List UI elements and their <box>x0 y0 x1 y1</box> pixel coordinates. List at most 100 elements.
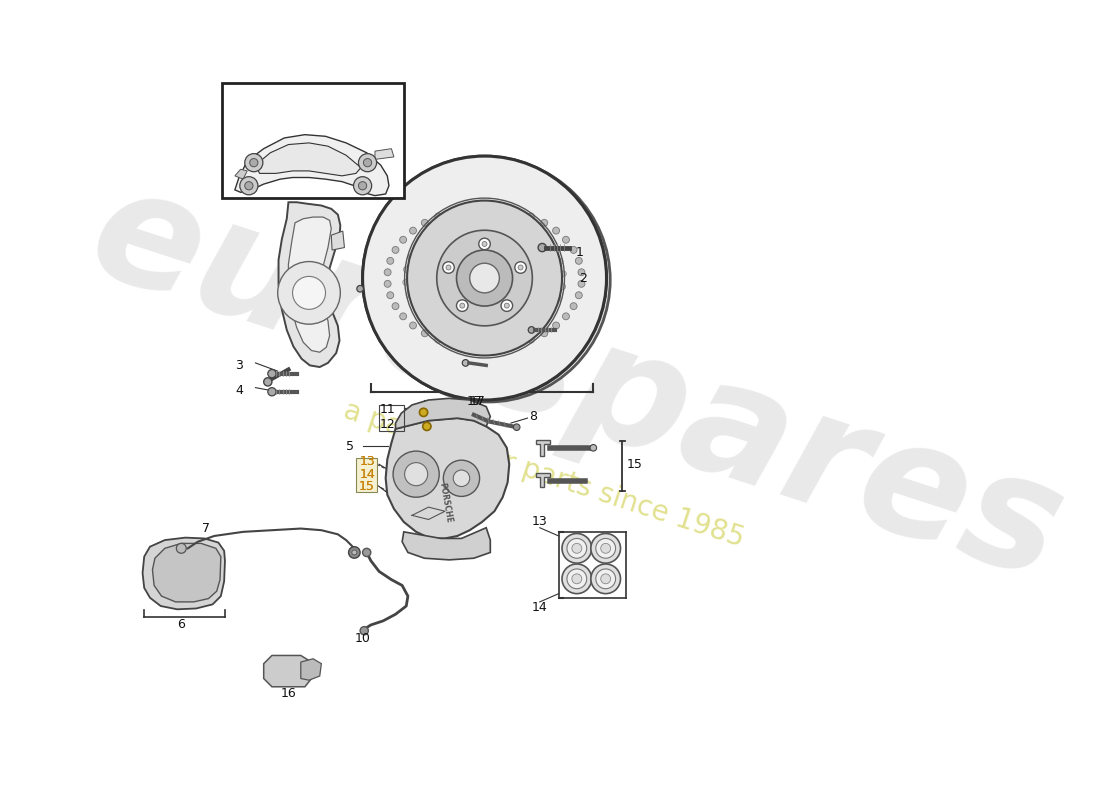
Circle shape <box>359 154 376 172</box>
Circle shape <box>502 300 513 311</box>
Circle shape <box>462 360 469 366</box>
Circle shape <box>424 314 429 320</box>
Circle shape <box>353 177 372 195</box>
Polygon shape <box>403 528 491 560</box>
Circle shape <box>267 370 276 378</box>
Circle shape <box>446 265 451 270</box>
Circle shape <box>470 263 499 293</box>
Circle shape <box>596 569 616 589</box>
Text: PORSCHE: PORSCHE <box>437 482 453 524</box>
Circle shape <box>578 269 585 276</box>
Circle shape <box>575 292 582 298</box>
Polygon shape <box>331 231 344 250</box>
Circle shape <box>384 280 392 287</box>
Polygon shape <box>396 398 491 429</box>
Circle shape <box>562 236 570 243</box>
Circle shape <box>437 322 443 328</box>
Circle shape <box>465 344 472 350</box>
Text: 1: 1 <box>575 246 583 259</box>
Circle shape <box>363 158 372 166</box>
Text: 10: 10 <box>354 633 371 646</box>
Circle shape <box>591 534 620 563</box>
Circle shape <box>359 182 366 190</box>
Circle shape <box>515 262 527 274</box>
Circle shape <box>528 326 535 334</box>
Circle shape <box>513 208 519 215</box>
Polygon shape <box>153 543 221 602</box>
Circle shape <box>510 222 516 228</box>
Circle shape <box>514 424 520 430</box>
Circle shape <box>562 313 570 320</box>
Circle shape <box>442 262 454 274</box>
Circle shape <box>526 228 532 234</box>
Text: 13: 13 <box>360 455 375 468</box>
Text: 6: 6 <box>177 618 185 630</box>
Circle shape <box>505 330 510 335</box>
Text: 13: 13 <box>532 515 548 529</box>
Bar <box>222 82 404 198</box>
Polygon shape <box>386 418 509 538</box>
Circle shape <box>443 460 480 497</box>
Circle shape <box>527 336 535 343</box>
Text: eurospares: eurospares <box>73 154 1081 614</box>
Circle shape <box>550 246 556 253</box>
Bar <box>356 458 376 492</box>
Circle shape <box>552 227 560 234</box>
Text: 16: 16 <box>280 687 296 700</box>
Circle shape <box>478 238 491 250</box>
Text: 14: 14 <box>360 468 375 481</box>
Circle shape <box>404 266 409 273</box>
Circle shape <box>552 322 560 329</box>
Text: 4: 4 <box>235 385 243 398</box>
Circle shape <box>562 534 592 563</box>
Circle shape <box>434 336 442 343</box>
Circle shape <box>578 280 585 287</box>
Text: 14: 14 <box>532 601 548 614</box>
Circle shape <box>421 219 428 226</box>
Circle shape <box>556 296 561 302</box>
Circle shape <box>538 243 547 252</box>
Text: 11: 11 <box>379 403 396 416</box>
Polygon shape <box>300 658 321 680</box>
Circle shape <box>570 302 578 310</box>
Circle shape <box>459 221 464 226</box>
Polygon shape <box>536 439 550 456</box>
Circle shape <box>596 538 616 558</box>
Circle shape <box>453 328 459 334</box>
Circle shape <box>399 236 407 243</box>
Circle shape <box>465 206 472 213</box>
Text: 15: 15 <box>359 480 375 493</box>
Circle shape <box>481 205 488 211</box>
Polygon shape <box>255 143 361 176</box>
Circle shape <box>536 317 541 322</box>
Text: 15: 15 <box>359 480 375 493</box>
Circle shape <box>393 451 439 498</box>
Polygon shape <box>264 655 311 686</box>
Text: 12: 12 <box>379 418 396 431</box>
Circle shape <box>547 307 553 313</box>
Circle shape <box>406 292 411 298</box>
Circle shape <box>518 265 524 270</box>
Circle shape <box>421 330 428 337</box>
Circle shape <box>422 422 431 430</box>
Circle shape <box>387 292 394 298</box>
Circle shape <box>487 332 493 338</box>
Circle shape <box>572 574 582 584</box>
Circle shape <box>590 445 596 451</box>
Text: a passion for parts since 1985: a passion for parts since 1985 <box>340 396 748 552</box>
Circle shape <box>527 213 535 220</box>
Circle shape <box>392 246 399 254</box>
Circle shape <box>407 201 562 355</box>
Text: 7: 7 <box>202 522 210 535</box>
Circle shape <box>293 276 326 310</box>
Circle shape <box>482 242 487 246</box>
Circle shape <box>560 284 565 290</box>
Circle shape <box>540 237 546 242</box>
Circle shape <box>277 262 340 324</box>
Circle shape <box>558 258 563 264</box>
Circle shape <box>366 158 610 402</box>
Circle shape <box>497 344 504 350</box>
Polygon shape <box>143 538 226 610</box>
Circle shape <box>591 564 620 594</box>
Circle shape <box>450 341 456 348</box>
